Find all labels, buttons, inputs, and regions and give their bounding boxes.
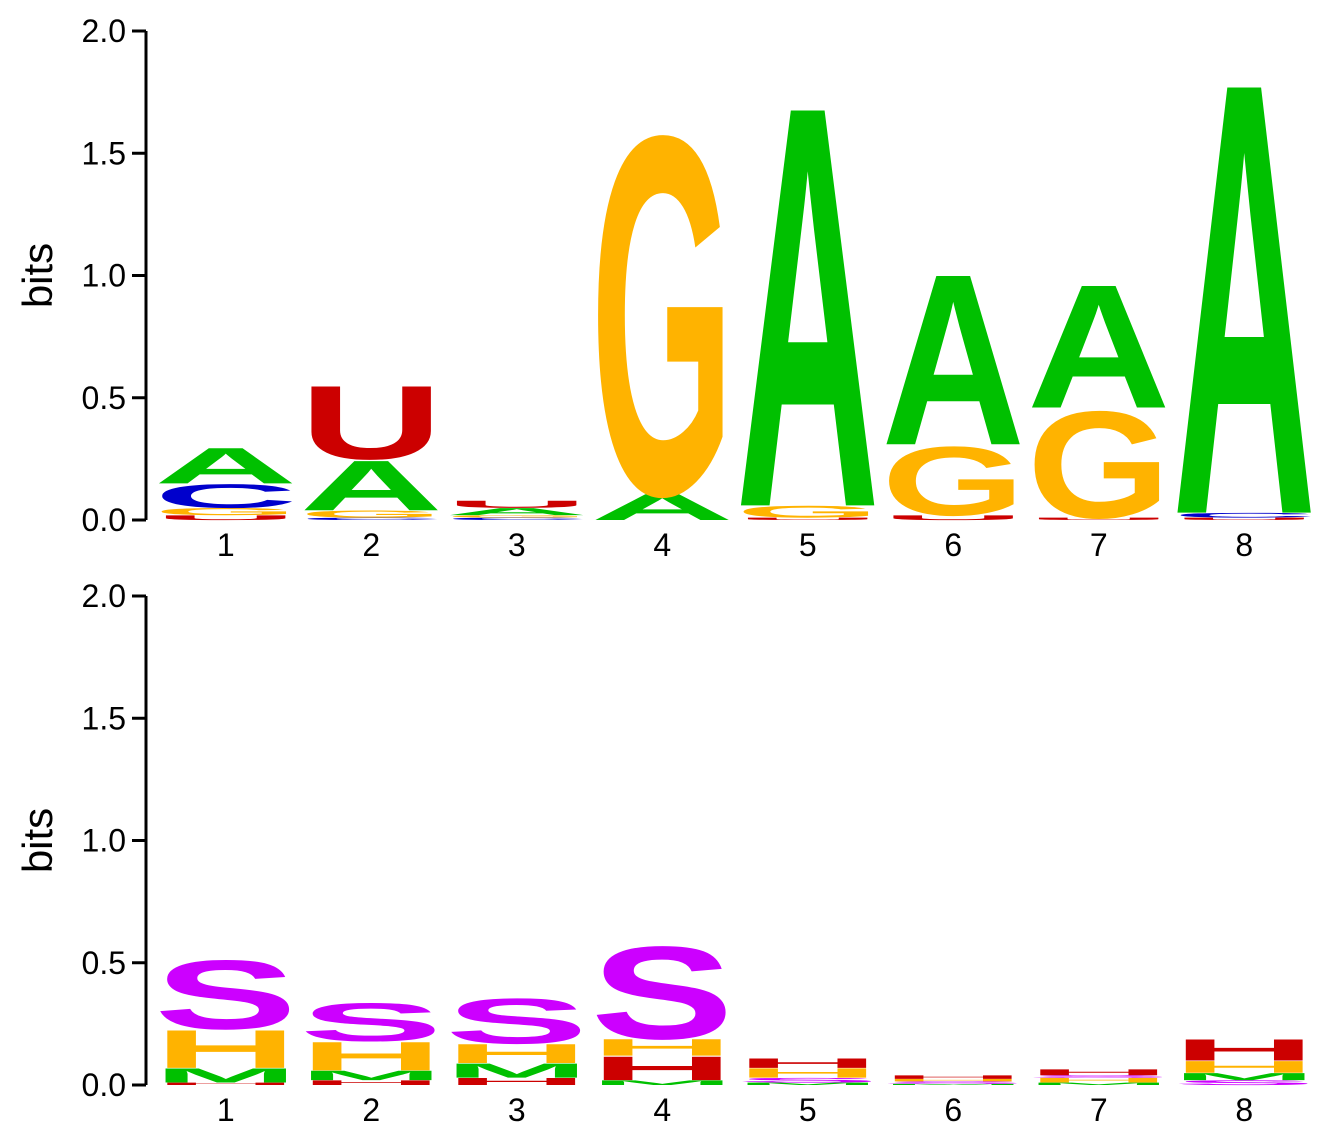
logo-letter-s: S [300, 992, 443, 1053]
y-tick-label: 1.5 [82, 135, 126, 171]
logo-letter-h: H [300, 1034, 443, 1079]
logo-letter-g: G [736, 502, 879, 521]
logo-letter-h: H [1173, 1057, 1316, 1076]
logo-letter-g: G [591, 29, 734, 603]
x-position-label: 2 [362, 1092, 380, 1128]
logo-letter-a: A [1173, 0, 1316, 645]
y-axis-title: bits [14, 243, 61, 308]
logo-letter-h: H [299, 1079, 443, 1087]
x-position-label: 2 [362, 527, 380, 563]
logo-letter-a: A [882, 224, 1025, 497]
logo-letter-h: H [591, 1034, 734, 1061]
x-position-label: 8 [1235, 1092, 1253, 1128]
x-position-label: 7 [1090, 1092, 1108, 1128]
logo-letter-a: A [445, 506, 588, 517]
logo-letter-s: S [590, 918, 734, 1066]
logo-letter-c: C [1172, 511, 1316, 519]
x-position-label: 6 [944, 527, 962, 563]
y-tick-label: 0.0 [82, 502, 126, 538]
y-tick-label: 0.5 [82, 380, 126, 416]
logo-letter-a: A [154, 437, 297, 494]
x-position-label: 1 [217, 527, 235, 563]
logo-letter-m: M [1027, 1082, 1170, 1086]
y-tick-label: 0.0 [82, 1067, 126, 1103]
logo-letter-m: M [591, 1079, 734, 1087]
logo-letter-h: H [882, 1078, 1025, 1082]
logo-letter-g: G [882, 427, 1025, 537]
logo-letter-m: M [154, 1064, 297, 1087]
x-position-label: 4 [653, 527, 671, 563]
x-position-label: 7 [1090, 527, 1108, 563]
y-tick-label: 1.0 [82, 823, 126, 859]
logo-letter-a: A [736, 0, 880, 628]
logo-letter-u: U [1173, 517, 1316, 521]
y-tick-label: 1.5 [82, 700, 126, 736]
logo-letter-h: H [445, 1039, 588, 1069]
y-tick-label: 2.0 [82, 13, 126, 49]
logo-letter-h: H [736, 1056, 879, 1071]
logo-letter-u: U [154, 514, 298, 522]
logo-letter-s: S [154, 940, 297, 1049]
y-tick-label: 0.5 [82, 945, 126, 981]
x-position-label: 5 [799, 1092, 817, 1128]
logo-letter-g: G [300, 508, 443, 519]
logo-letter-u: U [881, 514, 1025, 522]
x-position-label: 4 [653, 1092, 671, 1128]
logo-letter-g: G [1027, 380, 1170, 551]
logo-letter-m: M [1173, 1071, 1316, 1082]
logo-letter-h: H [736, 1065, 879, 1080]
logo-letter-a: A [590, 487, 734, 529]
logo-letter-s: S [882, 1081, 1025, 1085]
logo-letter-a: A [300, 446, 443, 526]
logo-letter-h: H [445, 1076, 588, 1087]
logo-letter-h: H [1027, 1076, 1171, 1084]
x-position-label: 3 [508, 527, 526, 563]
logo-letter-h: H [1027, 1068, 1171, 1077]
logo-letter-m: M [445, 1059, 588, 1082]
logo-letter-g: G [445, 514, 588, 518]
y-tick-label: 2.0 [82, 578, 126, 614]
logo-letter-s: S [736, 1076, 879, 1084]
logo-letter-h: H [591, 1050, 734, 1088]
logo-letter-h: H [1173, 1033, 1316, 1067]
y-axis-title: bits [14, 808, 61, 873]
logo-letter-u: U [736, 517, 879, 521]
x-position-label: 6 [944, 1092, 962, 1128]
logo-letter-h: H [882, 1074, 1025, 1080]
logo-letter-g: G [154, 506, 297, 517]
logo-letter-c: C [445, 517, 588, 521]
logo-letter-m: M [736, 1082, 879, 1086]
logo-letter-m: M [300, 1068, 443, 1083]
logo-letter-a: A [1027, 248, 1170, 445]
logo-letter-m: M [882, 1083, 1025, 1085]
x-position-label: 5 [799, 527, 817, 563]
logo-letter-u: U [445, 499, 588, 510]
x-position-label: 3 [508, 1092, 526, 1128]
logo-letter-s: S [445, 985, 588, 1057]
logo-letter-s: S [1027, 1075, 1170, 1079]
x-position-label: 1 [217, 1092, 235, 1128]
y-tick-label: 1.0 [82, 258, 126, 294]
x-position-label: 8 [1235, 527, 1253, 563]
logo-letter-c: C [300, 517, 443, 521]
logo-letter-h: H [154, 1019, 298, 1080]
logo-letter-h: H [154, 1082, 297, 1086]
logo-letter-c: C [154, 477, 297, 515]
logo-letter-u: U [1027, 517, 1170, 521]
logo-letter-u: U [300, 364, 443, 482]
logo-letter-s: S [1173, 1079, 1316, 1087]
